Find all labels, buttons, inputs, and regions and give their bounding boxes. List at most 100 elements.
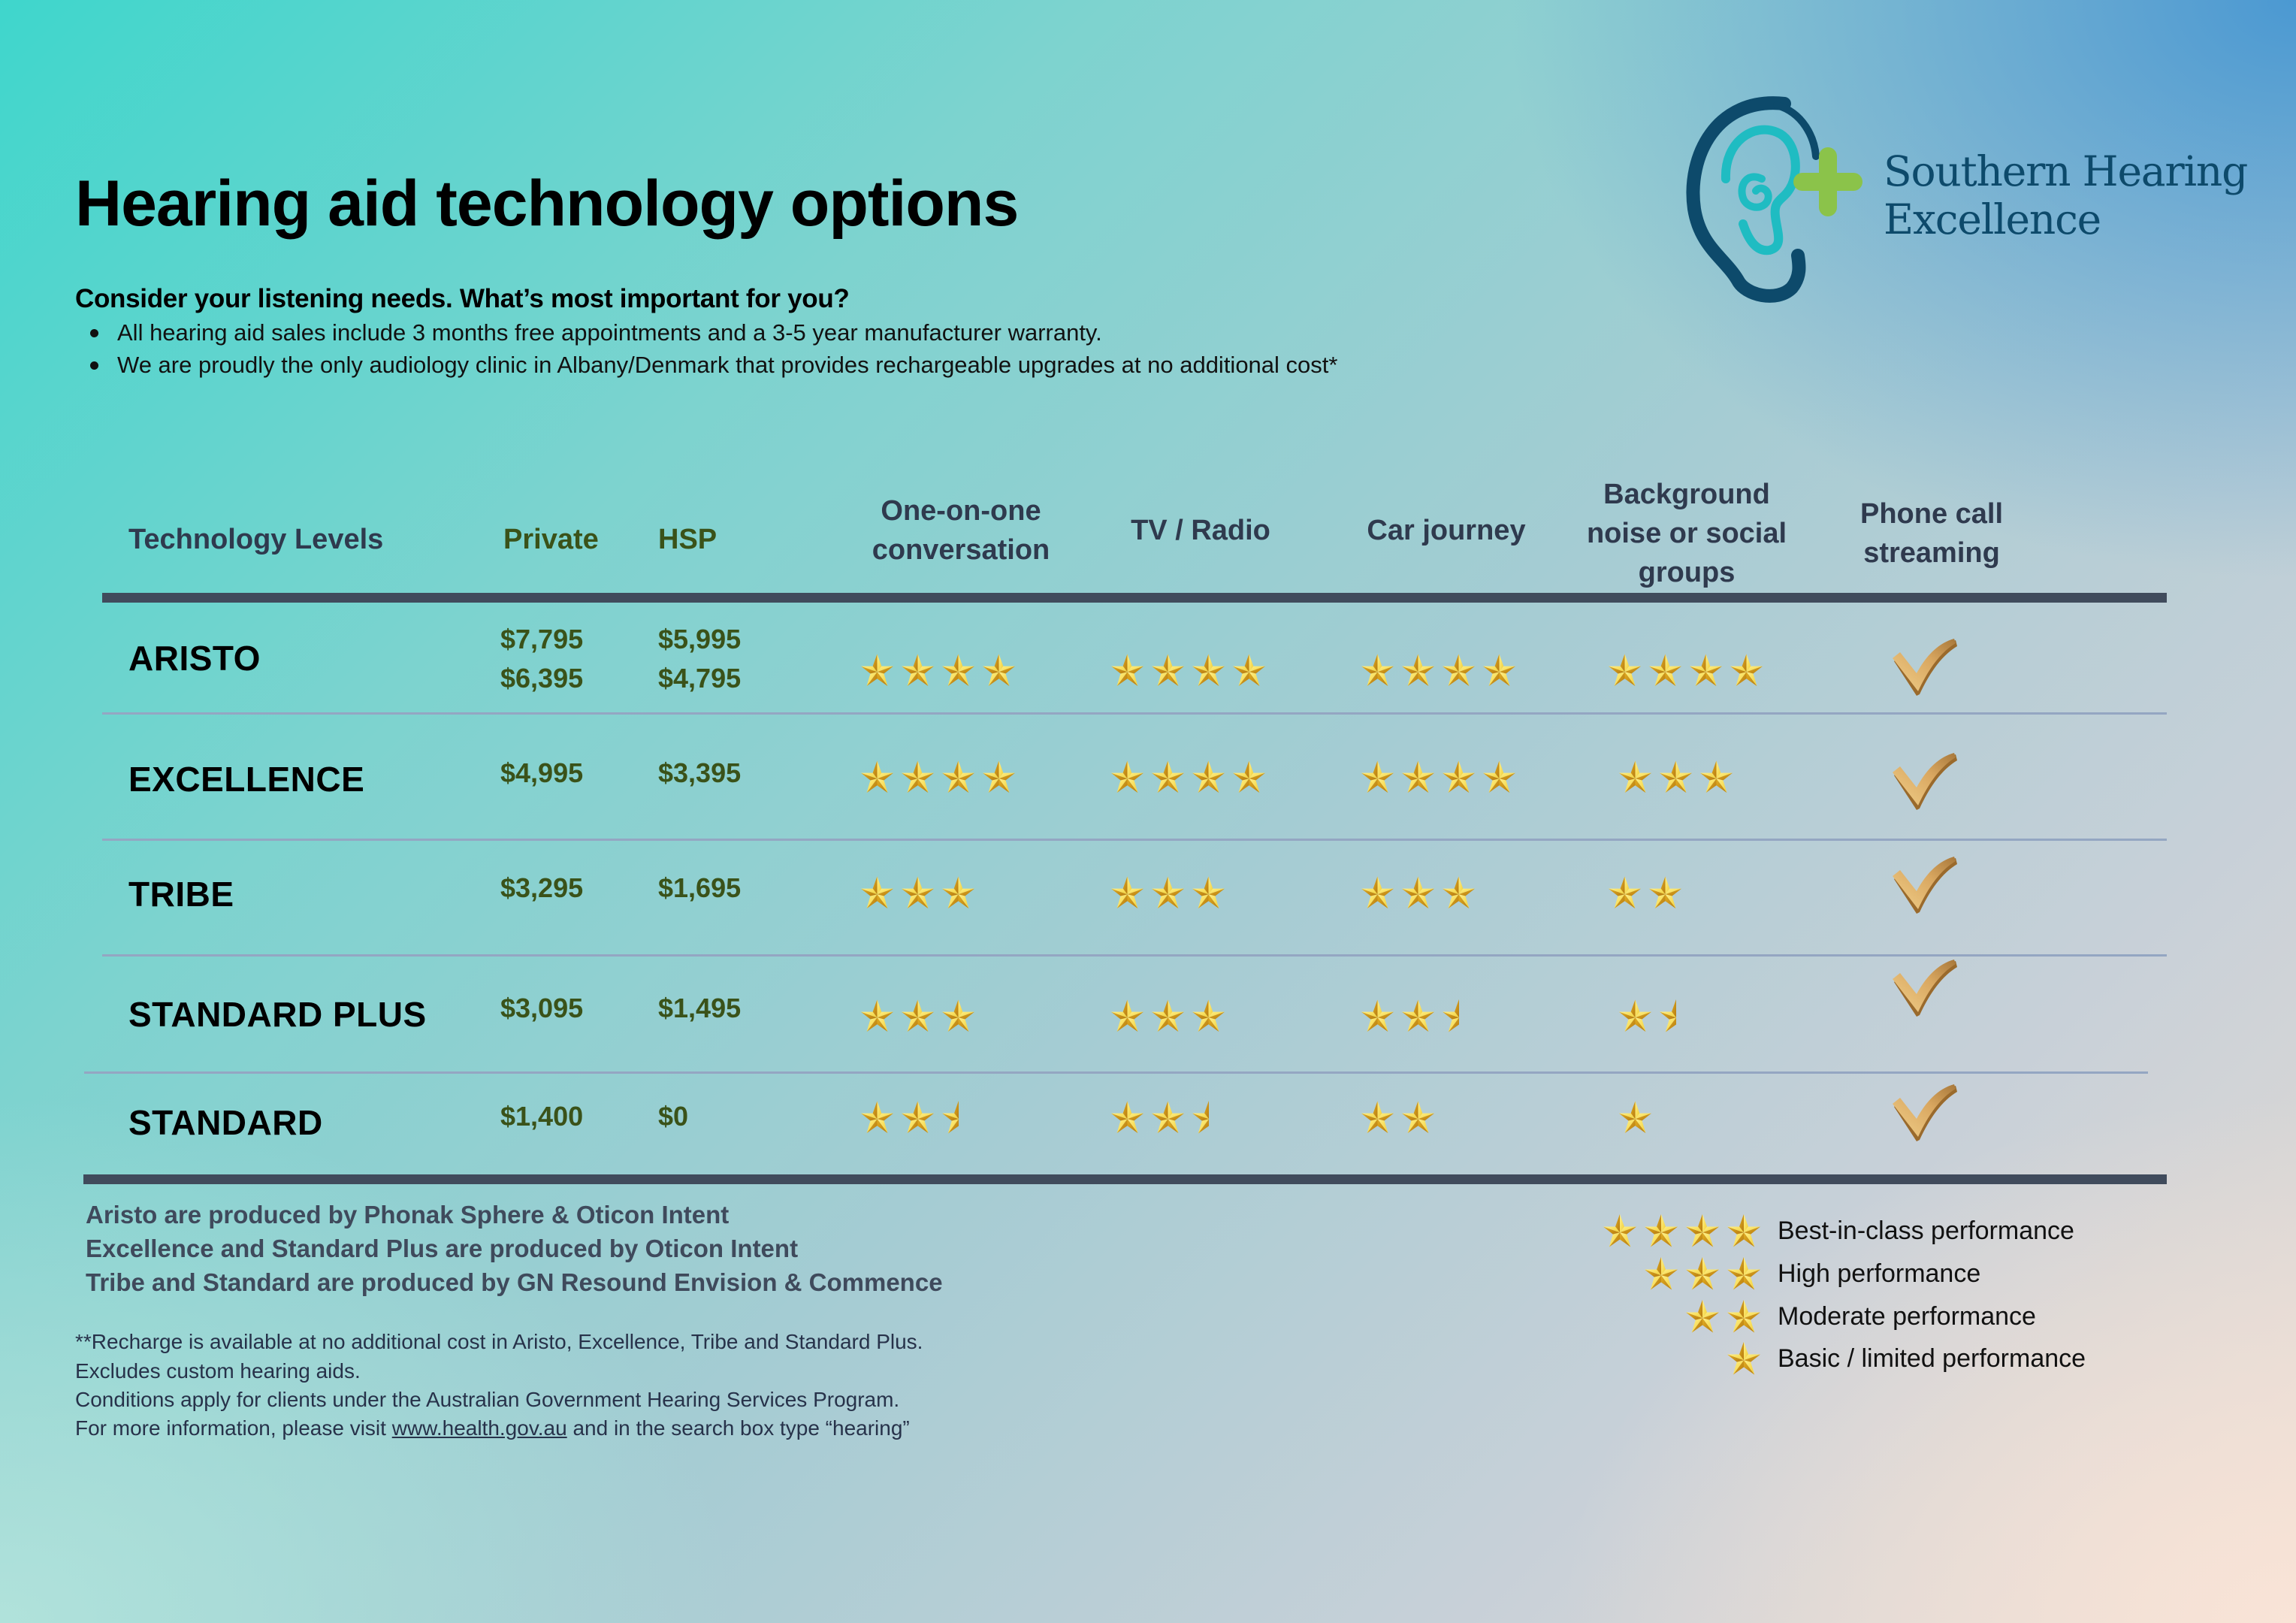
rating-car [1361, 651, 1516, 689]
star-icon [1401, 760, 1435, 793]
col-header-line: noise or social [1586, 518, 1787, 549]
rating-car [1361, 758, 1516, 796]
legend-stars [1597, 1255, 1761, 1292]
rating-one-on-one [860, 651, 1016, 689]
row-divider [102, 712, 2167, 715]
star-icon [1110, 1101, 1144, 1134]
star-icon [1361, 654, 1394, 687]
star-icon [982, 654, 1016, 687]
row-divider [84, 1071, 2148, 1074]
star-icon [1151, 654, 1185, 687]
table-footer-rule [83, 1174, 2167, 1184]
rating-tv-radio [1110, 997, 1225, 1035]
technology-level-name: STANDARD PLUS [128, 995, 427, 1034]
col-header-car-journey: Car journey [1367, 515, 1526, 546]
rating-car [1361, 874, 1476, 911]
manufacturer-note: Excellence and Standard Plus are produce… [86, 1235, 799, 1262]
rating-background [1608, 651, 1763, 689]
star-icon [1644, 1256, 1678, 1290]
star-icon [1482, 760, 1516, 793]
legend-label: Moderate performance [1778, 1301, 2036, 1331]
star-icon [901, 760, 935, 793]
footnote-text: and in the search box type “hearing” [566, 1416, 910, 1440]
brand-name: Southern Hearing Excellence [1884, 147, 2248, 243]
star-icon [1151, 999, 1185, 1032]
rating-one-on-one [860, 874, 975, 911]
legend-item: Best-in-class performance [1597, 1210, 2074, 1252]
col-header-technology-levels: Technology Levels [128, 524, 384, 555]
checkmark-icon [1893, 639, 1957, 696]
star-icon [1361, 1101, 1394, 1134]
hsp-price: $1,695 [658, 872, 742, 903]
col-header-line: One-on-one [881, 495, 1041, 527]
star-icon [1232, 760, 1266, 793]
half-star-icon [1442, 999, 1459, 1032]
benefit-item: All hearing aid sales include 3 months f… [75, 316, 1352, 349]
star-icon [1361, 999, 1394, 1032]
star-icon [941, 654, 975, 687]
col-header-line: Phone call [1859, 498, 2004, 530]
star-icon [1482, 654, 1516, 687]
star-icon [901, 1101, 935, 1134]
col-header-line: Background [1603, 479, 1770, 510]
star-icon [1110, 876, 1144, 909]
rating-background [1618, 997, 1676, 1035]
footnote-conditions: Conditions apply for clients under the A… [75, 1388, 900, 1411]
rating-background [1618, 758, 1733, 796]
hsp-price: $3,395 [658, 757, 742, 788]
rating-tv-radio [1110, 651, 1266, 689]
health-gov-link[interactable]: www.health.gov.au [391, 1416, 567, 1440]
star-icon [1442, 654, 1476, 687]
rating-background [1618, 1099, 1652, 1136]
manufacturer-note: Tribe and Standard are produced by GN Re… [86, 1268, 943, 1296]
star-icon [1401, 654, 1435, 687]
star-icon [1603, 1213, 1637, 1247]
col-header-line: groups [1638, 557, 1736, 588]
star-icon [1685, 1256, 1720, 1290]
private-price: $1,400 [500, 1101, 584, 1132]
legend-item: High performance [1597, 1253, 1980, 1295]
star-icon [860, 999, 894, 1032]
legend-label: Best-in-class performance [1778, 1216, 2074, 1245]
technology-level-name: TRIBE [128, 875, 234, 914]
star-icon [1361, 876, 1394, 909]
rating-one-on-one [860, 997, 975, 1035]
rating-car [1361, 997, 1459, 1035]
brand-name-line1: Southern Hearing [1884, 147, 2248, 195]
star-icon [1232, 654, 1266, 687]
star-icon [1685, 1213, 1720, 1247]
col-header-private: Private [503, 524, 599, 555]
star-icon [1192, 876, 1225, 909]
star-icon [1689, 654, 1723, 687]
row-divider [102, 954, 2167, 957]
star-icon [1730, 654, 1763, 687]
star-icon [1401, 1101, 1435, 1134]
footnote-recharge: **Recharge is available at no additional… [75, 1330, 923, 1353]
col-header-line: conversation [872, 534, 1050, 566]
footnote-more-info: For more information, please visit www.h… [75, 1416, 910, 1440]
col-header-tv-radio: TV / Radio [1131, 515, 1270, 546]
star-icon [1192, 654, 1225, 687]
star-icon [1401, 876, 1435, 909]
star-icon [1685, 1299, 1720, 1333]
star-icon [1727, 1341, 1761, 1375]
subtitle: Consider your listening needs. What’s mo… [75, 284, 850, 313]
star-icon [1648, 654, 1682, 687]
hsp-price: $5,995 [658, 624, 742, 654]
star-icon [1401, 999, 1435, 1032]
checkmark-icon [1893, 857, 1957, 914]
star-icon [941, 999, 975, 1032]
rating-tv-radio [1110, 758, 1266, 796]
star-icon [1727, 1213, 1761, 1247]
page-title: Hearing aid technology options [75, 168, 1019, 240]
star-icon [1110, 760, 1144, 793]
star-icon [982, 760, 1016, 793]
star-icon [1608, 654, 1642, 687]
star-icon [1608, 876, 1642, 909]
star-icon [941, 876, 975, 909]
col-header-hsp: HSP [658, 524, 718, 555]
legend-stars [1597, 1298, 1761, 1335]
legend-label: High performance [1778, 1259, 1981, 1288]
star-icon [1110, 999, 1144, 1032]
rating-tv-radio [1110, 874, 1225, 911]
